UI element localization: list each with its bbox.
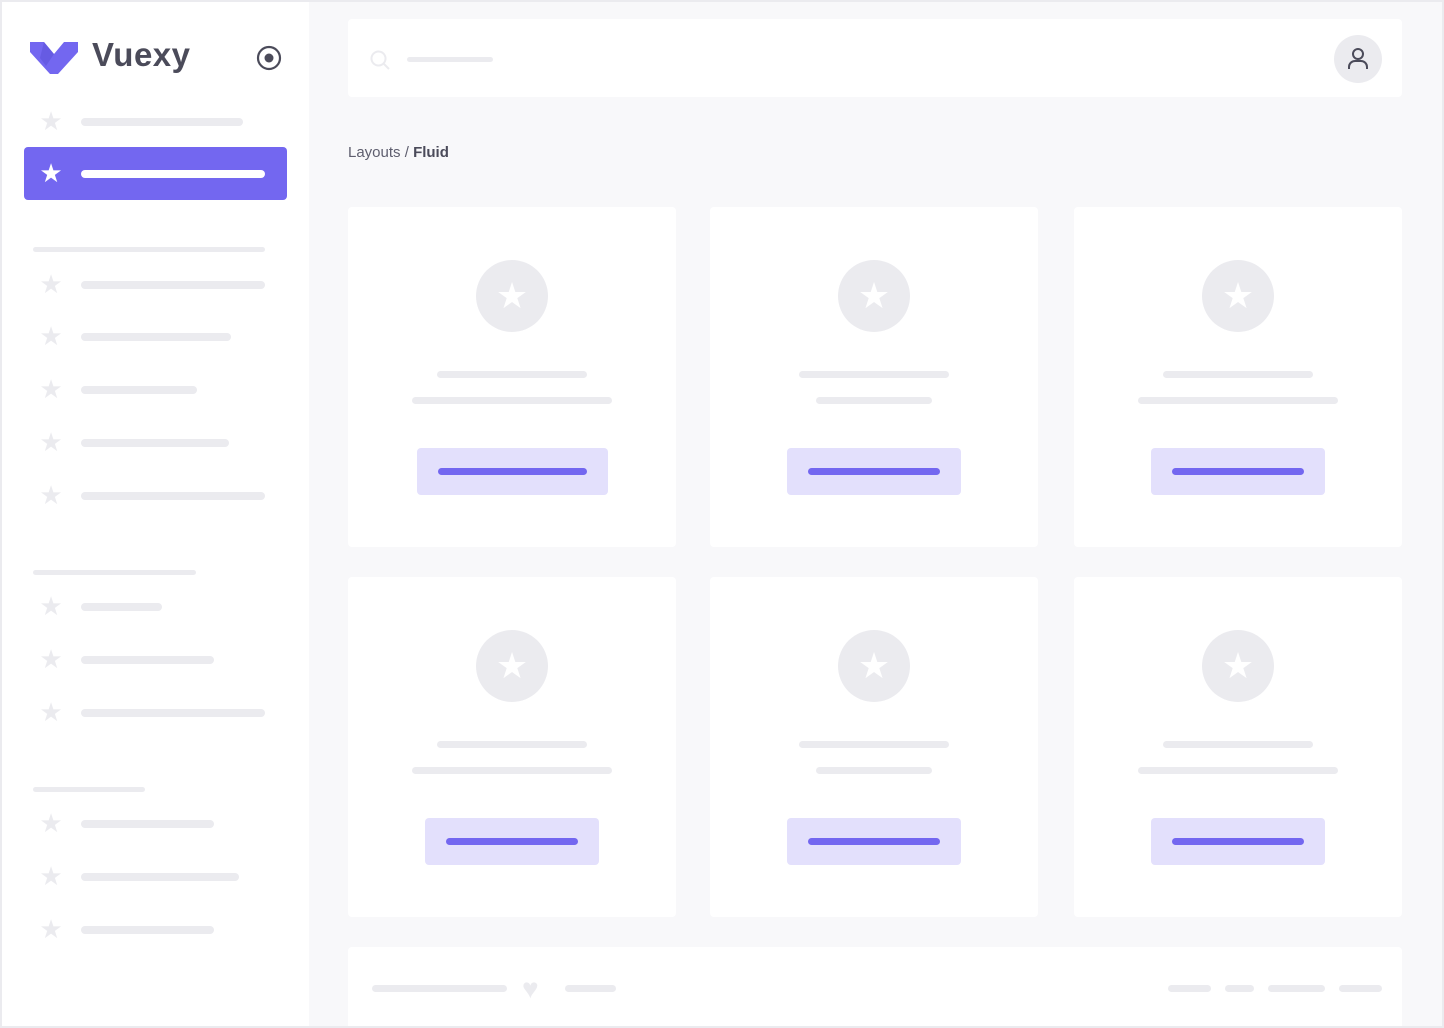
star-icon: ★ [1202,260,1274,332]
star-icon: ★ [39,591,63,621]
star-icon: ★ [39,427,63,457]
card-text-placeholder [816,397,932,404]
sidebar-item-label-placeholder [81,386,197,394]
card: ★ [348,577,676,917]
card-button-label-placeholder [1172,838,1304,845]
footer-link[interactable] [1225,985,1254,992]
card-button[interactable] [416,448,608,495]
user-icon [1348,48,1368,69]
breadcrumb-parent[interactable]: Layouts [348,144,401,161]
breadcrumb: Layouts / Fluid [348,144,449,161]
card-title-placeholder [437,371,587,378]
star-icon: ★ [39,106,63,136]
sidebar-item-active[interactable]: ★ [24,147,287,200]
star-icon: ★ [39,808,63,838]
card-button[interactable] [1151,818,1325,865]
card-button-label-placeholder [1172,468,1304,475]
breadcrumb-separator: / [400,144,414,161]
card-button[interactable] [787,448,961,495]
card-title-placeholder [1163,741,1313,748]
star-icon: ★ [1202,630,1274,702]
sidebar: Vuexy ★ ★ ★ ★ ★ ★ ★ ★ ★ ★ ★ ★ ★ [2,2,309,1026]
card-title-placeholder [437,741,587,748]
card: ★ [1074,577,1402,917]
sidebar-item-label-placeholder [81,873,239,881]
card-button-label-placeholder [808,838,940,845]
footer-link[interactable] [1168,985,1211,992]
sidebar-item-label-placeholder [81,170,265,178]
sidebar-item-label-placeholder [81,820,214,828]
card-text-placeholder [1138,767,1338,774]
card: ★ [710,577,1038,917]
card-text-placeholder [1138,397,1338,404]
card: ★ [710,207,1038,547]
sidebar-item-label-placeholder [81,926,214,934]
star-icon: ★ [39,374,63,404]
star-icon: ★ [39,861,63,891]
search-icon[interactable] [370,50,390,70]
card-title-placeholder [799,741,949,748]
footer-text-placeholder [565,985,616,992]
card-button-label-placeholder [446,838,578,845]
sidebar-section-header [33,247,265,252]
navbar [348,19,1402,97]
sidebar-item-label-placeholder [81,492,265,500]
card-title-placeholder [1163,371,1313,378]
card: ★ [348,207,676,547]
sidebar-section-header [33,787,145,792]
sidebar-item-label-placeholder [81,709,265,717]
card-text-placeholder [412,767,612,774]
card-text-placeholder [412,397,612,404]
star-icon: ★ [39,158,63,188]
star-icon: ★ [39,269,63,299]
card-button[interactable] [425,818,599,865]
card-button-label-placeholder [437,468,587,475]
heart-icon: ♥ [522,973,539,1004]
card-button[interactable] [787,818,961,865]
radio-circle-icon[interactable] [256,45,282,71]
star-icon: ★ [39,321,63,351]
card-button-label-placeholder [808,468,940,475]
sidebar-item-label-placeholder [81,656,214,664]
footer-link[interactable] [1268,985,1325,992]
star-icon: ★ [838,260,910,332]
star-icon: ★ [39,480,63,510]
sidebar-item-label-placeholder [81,603,162,611]
star-icon: ★ [476,630,548,702]
vuexy-logo-icon [30,42,78,74]
star-icon: ★ [39,914,63,944]
sidebar-item-label-placeholder [81,118,243,126]
footer-text-placeholder [372,985,507,992]
footer-link[interactable] [1339,985,1382,992]
star-icon: ★ [39,697,63,727]
card: ★ [1074,207,1402,547]
avatar[interactable] [1334,35,1382,83]
star-icon: ★ [39,644,63,674]
sidebar-item-label-placeholder [81,281,265,289]
breadcrumb-current: Fluid [413,144,449,161]
brand-name: Vuexy [92,36,191,73]
star-icon: ★ [838,630,910,702]
star-icon: ★ [476,260,548,332]
sidebar-item-label-placeholder [81,439,229,447]
card-button[interactable] [1151,448,1325,495]
card-title-placeholder [799,371,949,378]
search-input[interactable] [407,57,493,62]
sidebar-section-header [33,570,196,575]
sidebar-item-label-placeholder [81,333,231,341]
footer: ♥ [348,947,1402,1026]
card-text-placeholder [816,767,932,774]
